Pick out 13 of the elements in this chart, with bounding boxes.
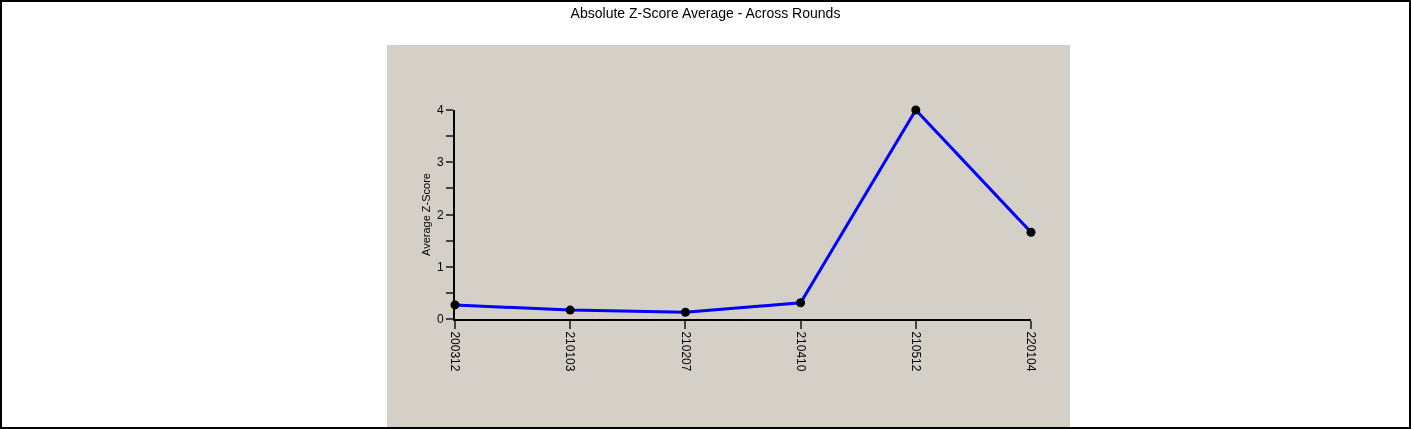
x-tick-label: 210512 <box>908 331 923 372</box>
y-axis-title: Average Z-Score <box>420 173 433 256</box>
x-tick-label: 210207 <box>678 331 693 372</box>
y-tick-label: 4 <box>436 103 444 118</box>
y-tick-label: 2 <box>436 207 444 222</box>
y-tick-label: 0 <box>436 312 444 327</box>
x-tick-label: 200312 <box>448 331 463 372</box>
x-tick-label: 210410 <box>793 331 808 372</box>
x-tick-label: 220104 <box>1024 331 1039 372</box>
x-tick-label: 210103 <box>563 331 578 372</box>
chart-title: Absolute Z-Score Average - Across Rounds <box>570 4 841 21</box>
y-tick-label: 1 <box>436 259 444 274</box>
y-tick-label: 3 <box>436 155 444 170</box>
